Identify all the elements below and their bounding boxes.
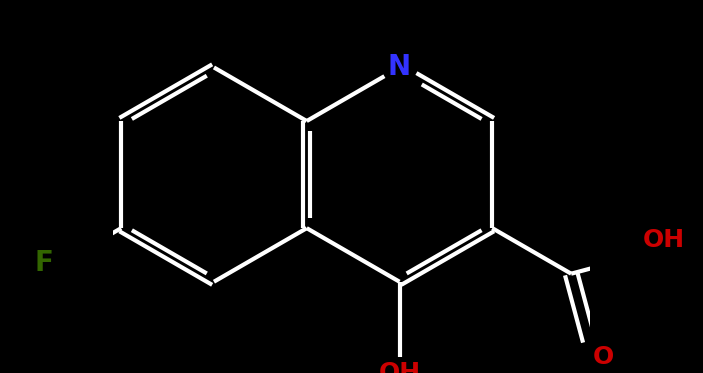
Text: N: N xyxy=(388,53,411,81)
Text: O: O xyxy=(593,345,614,369)
Text: F: F xyxy=(34,249,53,277)
Text: OH: OH xyxy=(643,228,685,252)
Text: OH: OH xyxy=(378,361,420,373)
